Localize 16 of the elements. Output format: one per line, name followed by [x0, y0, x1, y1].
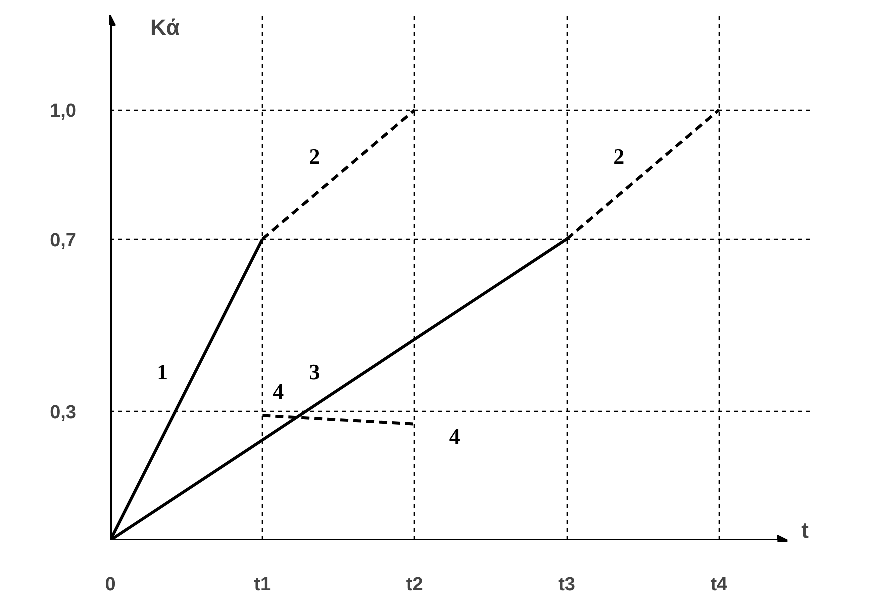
x-tick-label: t1 — [254, 574, 272, 596]
x-tick-label: t3 — [558, 574, 576, 596]
series-label: 2 — [309, 144, 320, 170]
series-label: 3 — [309, 359, 320, 384]
y-tick-label: 1,0 — [50, 101, 77, 122]
y-axis-title: Kά — [150, 15, 180, 40]
x-tick-label: t4 — [710, 574, 728, 596]
text: 4 — [449, 424, 460, 449]
x-axis-title: t — [802, 518, 810, 543]
x-tick-label: t2 — [406, 574, 424, 596]
y-tick-label: 0,3 — [50, 402, 77, 424]
series-label: 2 — [614, 144, 625, 170]
series-label: 1 — [157, 359, 168, 384]
series-label: 4 — [273, 379, 284, 404]
y-tick-label: 0,7 — [50, 230, 77, 252]
x-tick-label: 0 — [105, 574, 116, 596]
